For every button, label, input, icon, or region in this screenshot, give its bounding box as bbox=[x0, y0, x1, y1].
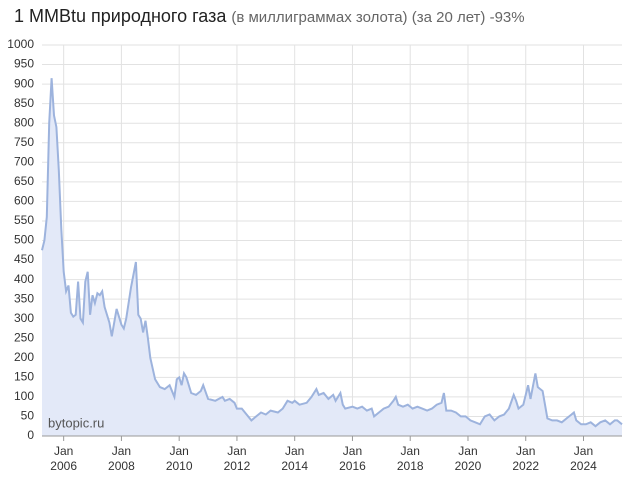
y-tick-label: 750 bbox=[14, 135, 34, 149]
y-tick-label: 150 bbox=[14, 370, 34, 384]
y-tick-label: 0 bbox=[27, 428, 34, 442]
y-tick-label: 450 bbox=[14, 252, 34, 266]
y-tick-label: 650 bbox=[14, 174, 34, 188]
x-tick-label: Jan 2006 bbox=[50, 444, 77, 473]
x-tick-label: Jan 2018 bbox=[396, 444, 424, 473]
x-tick-label: Jan 2014 bbox=[281, 444, 309, 473]
watermark: bytopic.ru bbox=[48, 415, 104, 430]
y-tick-label: 100 bbox=[14, 389, 34, 403]
y-tick-label: 250 bbox=[14, 330, 34, 344]
y-tick-label: 300 bbox=[14, 311, 34, 325]
x-tick-label: Jan 2010 bbox=[165, 444, 193, 473]
title-row: 1 MMBtu природного газа (в миллиграммах … bbox=[14, 6, 525, 27]
x-tick-label: Jan 2008 bbox=[108, 444, 135, 473]
y-tick-label: 950 bbox=[14, 57, 34, 71]
y-tick-label: 550 bbox=[14, 213, 34, 227]
chart-title: 1 MMBtu природного газа bbox=[14, 6, 227, 26]
x-tick-label: Jan 2022 bbox=[512, 444, 540, 473]
y-tick-label: 500 bbox=[14, 233, 34, 247]
y-tick-label: 850 bbox=[14, 96, 34, 110]
x-tick-label: Jan 2020 bbox=[454, 444, 482, 473]
y-tick-label: 200 bbox=[14, 350, 34, 364]
line bbox=[41, 78, 623, 428]
y-tick-label: 1000 bbox=[7, 37, 34, 51]
y-tick-label: 50 bbox=[21, 409, 35, 423]
x-tick-label: Jan 2012 bbox=[223, 444, 251, 473]
y-tick-label: 600 bbox=[14, 194, 34, 208]
y-tick-label: 700 bbox=[14, 154, 34, 168]
x-tick-label: Jan 2024 bbox=[570, 444, 597, 473]
y-tick-label: 400 bbox=[14, 272, 34, 286]
y-tick-label: 350 bbox=[14, 291, 34, 305]
y-tick-label: 800 bbox=[14, 115, 34, 129]
area bbox=[42, 78, 622, 436]
chart-subtitle: (в миллиграммах золота) (за 20 лет) -93% bbox=[231, 9, 525, 26]
y-tick-label: 900 bbox=[14, 76, 34, 90]
x-tick-label: Jan 2016 bbox=[339, 444, 366, 473]
